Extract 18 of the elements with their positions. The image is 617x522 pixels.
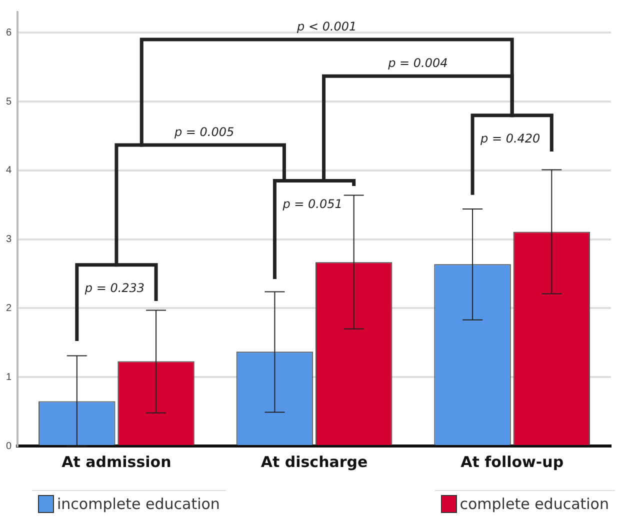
legend-label: incomplete education [57,495,220,513]
y-tick-label: 4 [6,165,12,176]
annotation: p = 0.004 [387,56,448,70]
y-tick-label: 6 [6,27,12,38]
annotation: p = 0.233 [84,280,145,295]
annotation: p = 0.005 [173,125,234,140]
y-tick-label: 1 [6,372,12,383]
annotation: p = 0.420 [480,131,541,146]
y-tick-label: 2 [6,302,12,314]
y-tick-label: 3 [6,234,12,246]
x-tick-label: At admission [62,452,172,471]
annotation: p < 0.001 [296,20,357,34]
annotation: p = 0.051 [282,196,342,211]
x-tick-label: At discharge [260,452,368,471]
y-tick-label: 5 [6,96,12,108]
x-tick-label: At follow-up [460,452,564,471]
legend-label: complete education [460,495,609,513]
y-tick-label: 0 [6,440,12,452]
